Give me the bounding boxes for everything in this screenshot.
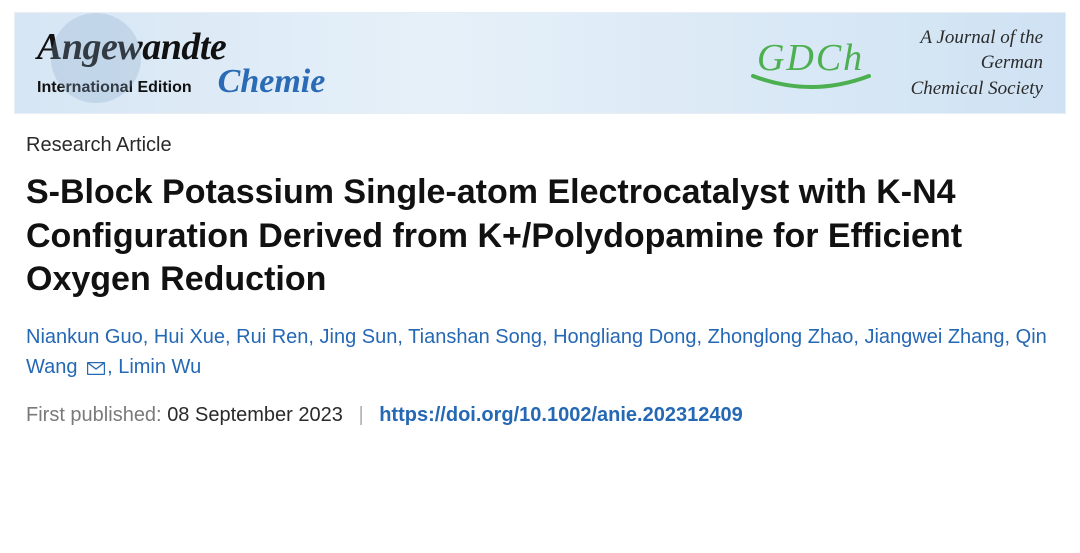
publication-row: First published: 08 September 2023 | htt… [26, 404, 1054, 427]
decorative-circle [51, 13, 141, 103]
separator: | [348, 404, 373, 426]
tagline-line-2: German [911, 50, 1043, 76]
brand-line-2: Chemie [218, 63, 326, 101]
first-published-label: First published: [26, 404, 162, 426]
mail-icon [87, 362, 105, 375]
author-link[interactable]: Hongliang Dong [553, 326, 696, 348]
author-link[interactable]: Niankun Guo [26, 326, 143, 348]
first-published-date: 08 September 2023 [167, 404, 343, 426]
author-link[interactable]: Jing Sun [320, 326, 398, 348]
author-link[interactable]: Rui Ren [236, 326, 308, 348]
article-type: Research Article [26, 134, 1054, 157]
gdch-arc-icon [751, 74, 871, 90]
author-list: Niankun Guo, Hui Xue, Rui Ren, Jing Sun,… [26, 322, 1054, 382]
tagline-line-1: A Journal of the [911, 25, 1043, 51]
author-link[interactable]: Hui Xue [154, 326, 225, 348]
gdch-logo: GDCh [751, 36, 871, 90]
doi-link[interactable]: https://doi.org/10.1002/anie.202312409 [379, 404, 743, 426]
author-link[interactable]: Tianshan Song [408, 326, 542, 348]
article-title: S-Block Potassium Single-atom Electrocat… [26, 171, 1054, 302]
author-link[interactable]: Jiangwei Zhang [864, 326, 1004, 348]
banner-brand: Angewandte International Edition Chemie [15, 25, 751, 101]
tagline-line-3: Chemical Society [911, 76, 1043, 102]
author-link[interactable]: Limin Wu [118, 356, 201, 378]
author-link[interactable]: Zhonglong Zhao [708, 326, 854, 348]
journal-banner: Angewandte International Edition Chemie … [14, 12, 1066, 114]
article-content: Research Article S-Block Potassium Singl… [0, 114, 1080, 427]
journal-tagline: A Journal of the German Chemical Society [911, 25, 1065, 102]
